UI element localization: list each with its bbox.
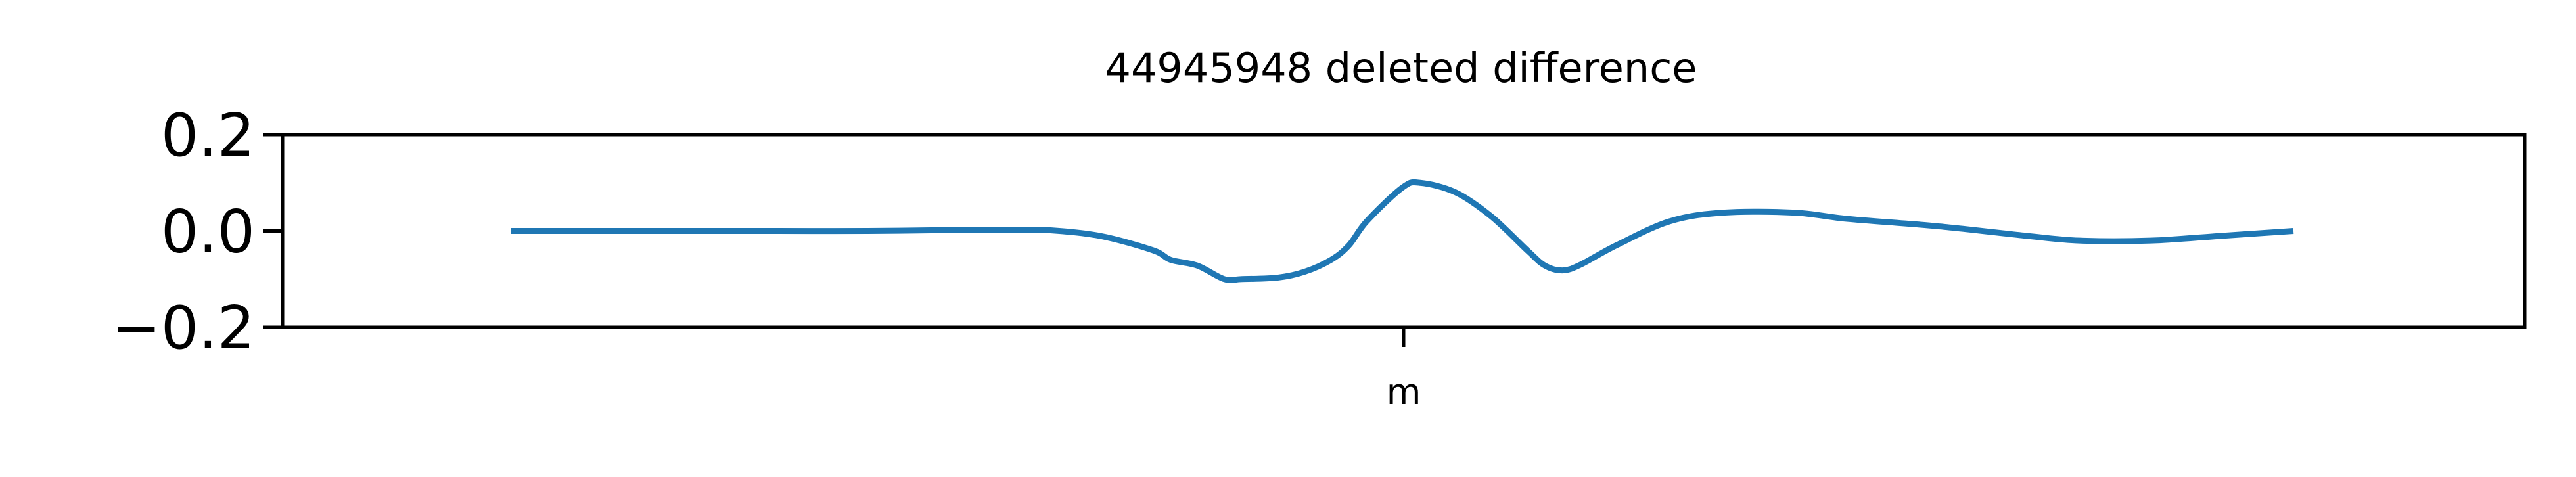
x-tick-label: m	[1387, 371, 1421, 413]
y-tick-label: 0.0	[161, 198, 255, 267]
plot-area: 0.2 0.0 −0.2 m	[111, 101, 2527, 413]
y-tick-label: 0.2	[161, 101, 255, 170]
y-tick-label: −0.2	[111, 294, 255, 363]
chart-title: 44945948 deleted difference	[1105, 44, 1697, 92]
series-line	[511, 179, 2294, 283]
